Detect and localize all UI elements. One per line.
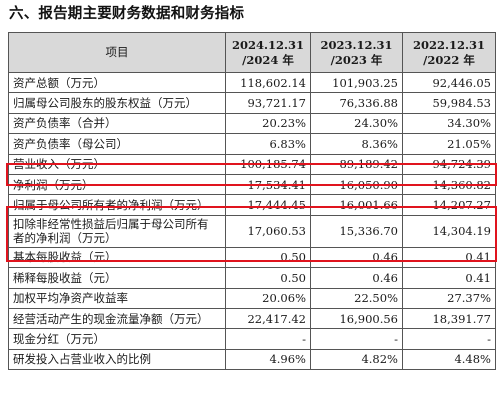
cell-2022: 27.37% bbox=[402, 287, 496, 309]
row-label: 归属母公司股东的股东权益（万元） bbox=[8, 92, 226, 114]
cell-2023: - bbox=[310, 328, 403, 350]
header-year: /2024 年 bbox=[242, 52, 294, 67]
row-label: 经营活动产生的现金流量净额（万元） bbox=[8, 307, 226, 330]
section-title: 六、报告期主要财务数据和财务指标 bbox=[9, 6, 245, 22]
row-label: 扣除非经常性损益后归属于母公司所有 者的净利润（万元） bbox=[8, 214, 226, 248]
financial-data-table: 项目 2024.12.31 /2024 年 2023.12.31 /2023 年… bbox=[8, 32, 496, 371]
cell-2022: 14,207.27 bbox=[402, 194, 496, 216]
table-row: 资产负债率（母公司） 6.83% 8.36% 21.05% bbox=[8, 133, 496, 155]
row-label: 加权平均净资产收益率 bbox=[8, 287, 226, 309]
cell-2024: 118,602.14 bbox=[225, 71, 311, 94]
cell-2024: 22,417.42 bbox=[225, 307, 311, 330]
cell-2024: - bbox=[225, 328, 311, 350]
table-row-highlighted: 营业收入（万元） 100,185.74 89,189.42 94,724.39 bbox=[8, 153, 496, 175]
cell-2024: 4.96% bbox=[225, 348, 311, 371]
cell-2022: 92,446.05 bbox=[402, 71, 496, 94]
cell-2024: 20.23% bbox=[225, 112, 311, 135]
cell-2024: 20.06% bbox=[225, 287, 311, 309]
cell-2022: 21.05% bbox=[402, 133, 496, 155]
table-row: 资产负债率（合并） 20.23% 24.30% 34.30% bbox=[8, 112, 496, 135]
header-period-2024: 2024.12.31 /2024 年 bbox=[225, 32, 311, 73]
table-header: 项目 2024.12.31 /2024 年 2023.12.31 /2023 年… bbox=[8, 32, 496, 73]
cell-2022: 59,984.53 bbox=[402, 92, 496, 114]
cell-2023: 76,336.88 bbox=[310, 92, 403, 114]
cell-2024: 0.50 bbox=[225, 267, 311, 289]
row-label: 资产负债率（母公司） bbox=[8, 133, 226, 155]
header-row: 项目 2024.12.31 /2024 年 2023.12.31 /2023 年… bbox=[8, 32, 496, 73]
table-row: 研发投入占营业收入的比例 4.96% 4.82% 4.48% bbox=[8, 348, 496, 371]
header-year: /2023 年 bbox=[330, 52, 383, 67]
cell-2023: 4.82% bbox=[310, 348, 403, 371]
table-row: 归属母公司股东的股东权益（万元） 93,721.17 76,336.88 59,… bbox=[8, 92, 496, 114]
cell-2024: 0.50 bbox=[225, 246, 311, 269]
row-label: 净利润（万元） bbox=[8, 173, 226, 196]
cell-2022: 94,724.39 bbox=[402, 153, 496, 175]
cell-2023: 22.50% bbox=[310, 287, 403, 309]
cell-2022: 0.41 bbox=[402, 246, 496, 269]
table-row: 资产总额（万元） 118,602.14 101,903.25 92,446.05 bbox=[8, 71, 496, 94]
cell-2023: 24.30% bbox=[310, 112, 403, 135]
header-date: 2023.12.31 bbox=[320, 37, 393, 52]
cell-2022: 14,360.82 bbox=[402, 173, 496, 196]
cell-2024: 17,444.45 bbox=[225, 194, 311, 216]
table-row: 稀释每股收益（元） 0.50 0.46 0.41 bbox=[8, 267, 496, 289]
header-item: 项目 bbox=[8, 32, 226, 73]
cell-2023: 0.46 bbox=[310, 246, 403, 269]
cell-2023: 16,050.90 bbox=[310, 173, 403, 196]
cell-2023: 8.36% bbox=[310, 133, 403, 155]
cell-2024: 17,060.53 bbox=[225, 214, 311, 248]
header-date: 2022.12.31 bbox=[412, 37, 486, 52]
header-period-2023: 2023.12.31 /2023 年 bbox=[310, 32, 403, 73]
cell-2022: 18,391.77 bbox=[402, 307, 496, 330]
cell-2023: 16,900.56 bbox=[310, 307, 403, 330]
table-row: 净利润（万元） 17,534.41 16,050.90 14,360.82 bbox=[8, 173, 496, 196]
header-period-2022: 2022.12.31 /2022 年 bbox=[402, 32, 496, 73]
cell-2023: 15,336.70 bbox=[310, 214, 403, 248]
row-label-line: 者的净利润（万元） bbox=[13, 231, 117, 246]
row-label-line: 扣除非经常性损益后归属于母公司所有 bbox=[13, 217, 209, 232]
cell-2023: 89,189.42 bbox=[310, 153, 403, 175]
table-row-highlighted: 扣除非经常性损益后归属于母公司所有 者的净利润（万元） 17,060.53 15… bbox=[8, 214, 496, 248]
row-label: 基本每股收益（元） bbox=[8, 246, 226, 269]
header-date: 2024.12.31 bbox=[231, 37, 305, 52]
cell-2022: - bbox=[402, 328, 496, 350]
cell-2022: 34.30% bbox=[402, 112, 496, 135]
table-row-highlighted: 归属于母公司所有者的净利润（万元） 17,444.45 16,001.66 14… bbox=[8, 194, 496, 216]
row-label: 稀释每股收益（元） bbox=[8, 267, 226, 289]
row-label: 现金分红（万元） bbox=[8, 328, 226, 350]
row-label: 研发投入占营业收入的比例 bbox=[8, 348, 226, 371]
cell-2023: 16,001.66 bbox=[310, 194, 403, 216]
header-year: /2022 年 bbox=[423, 52, 475, 67]
cell-2023: 101,903.25 bbox=[310, 71, 403, 94]
table-row: 现金分红（万元） - - - bbox=[8, 328, 496, 350]
cell-2023: 0.46 bbox=[310, 267, 403, 289]
row-label: 归属于母公司所有者的净利润（万元） bbox=[8, 194, 226, 216]
cell-2022: 14,304.19 bbox=[402, 214, 496, 248]
row-label: 资产总额（万元） bbox=[8, 71, 226, 94]
row-label: 资产负债率（合并） bbox=[8, 112, 226, 135]
table-row: 基本每股收益（元） 0.50 0.46 0.41 bbox=[8, 246, 496, 269]
cell-2022: 0.41 bbox=[402, 267, 496, 289]
cell-2024: 100,185.74 bbox=[225, 153, 311, 175]
table-row: 加权平均净资产收益率 20.06% 22.50% 27.37% bbox=[8, 287, 496, 309]
table-row: 经营活动产生的现金流量净额（万元） 22,417.42 16,900.56 18… bbox=[8, 307, 496, 330]
cell-2024: 6.83% bbox=[225, 133, 311, 155]
row-label: 营业收入（万元） bbox=[8, 153, 226, 175]
cell-2024: 17,534.41 bbox=[225, 173, 311, 196]
cell-2022: 4.48% bbox=[402, 348, 496, 371]
cell-2024: 93,721.17 bbox=[225, 92, 311, 114]
